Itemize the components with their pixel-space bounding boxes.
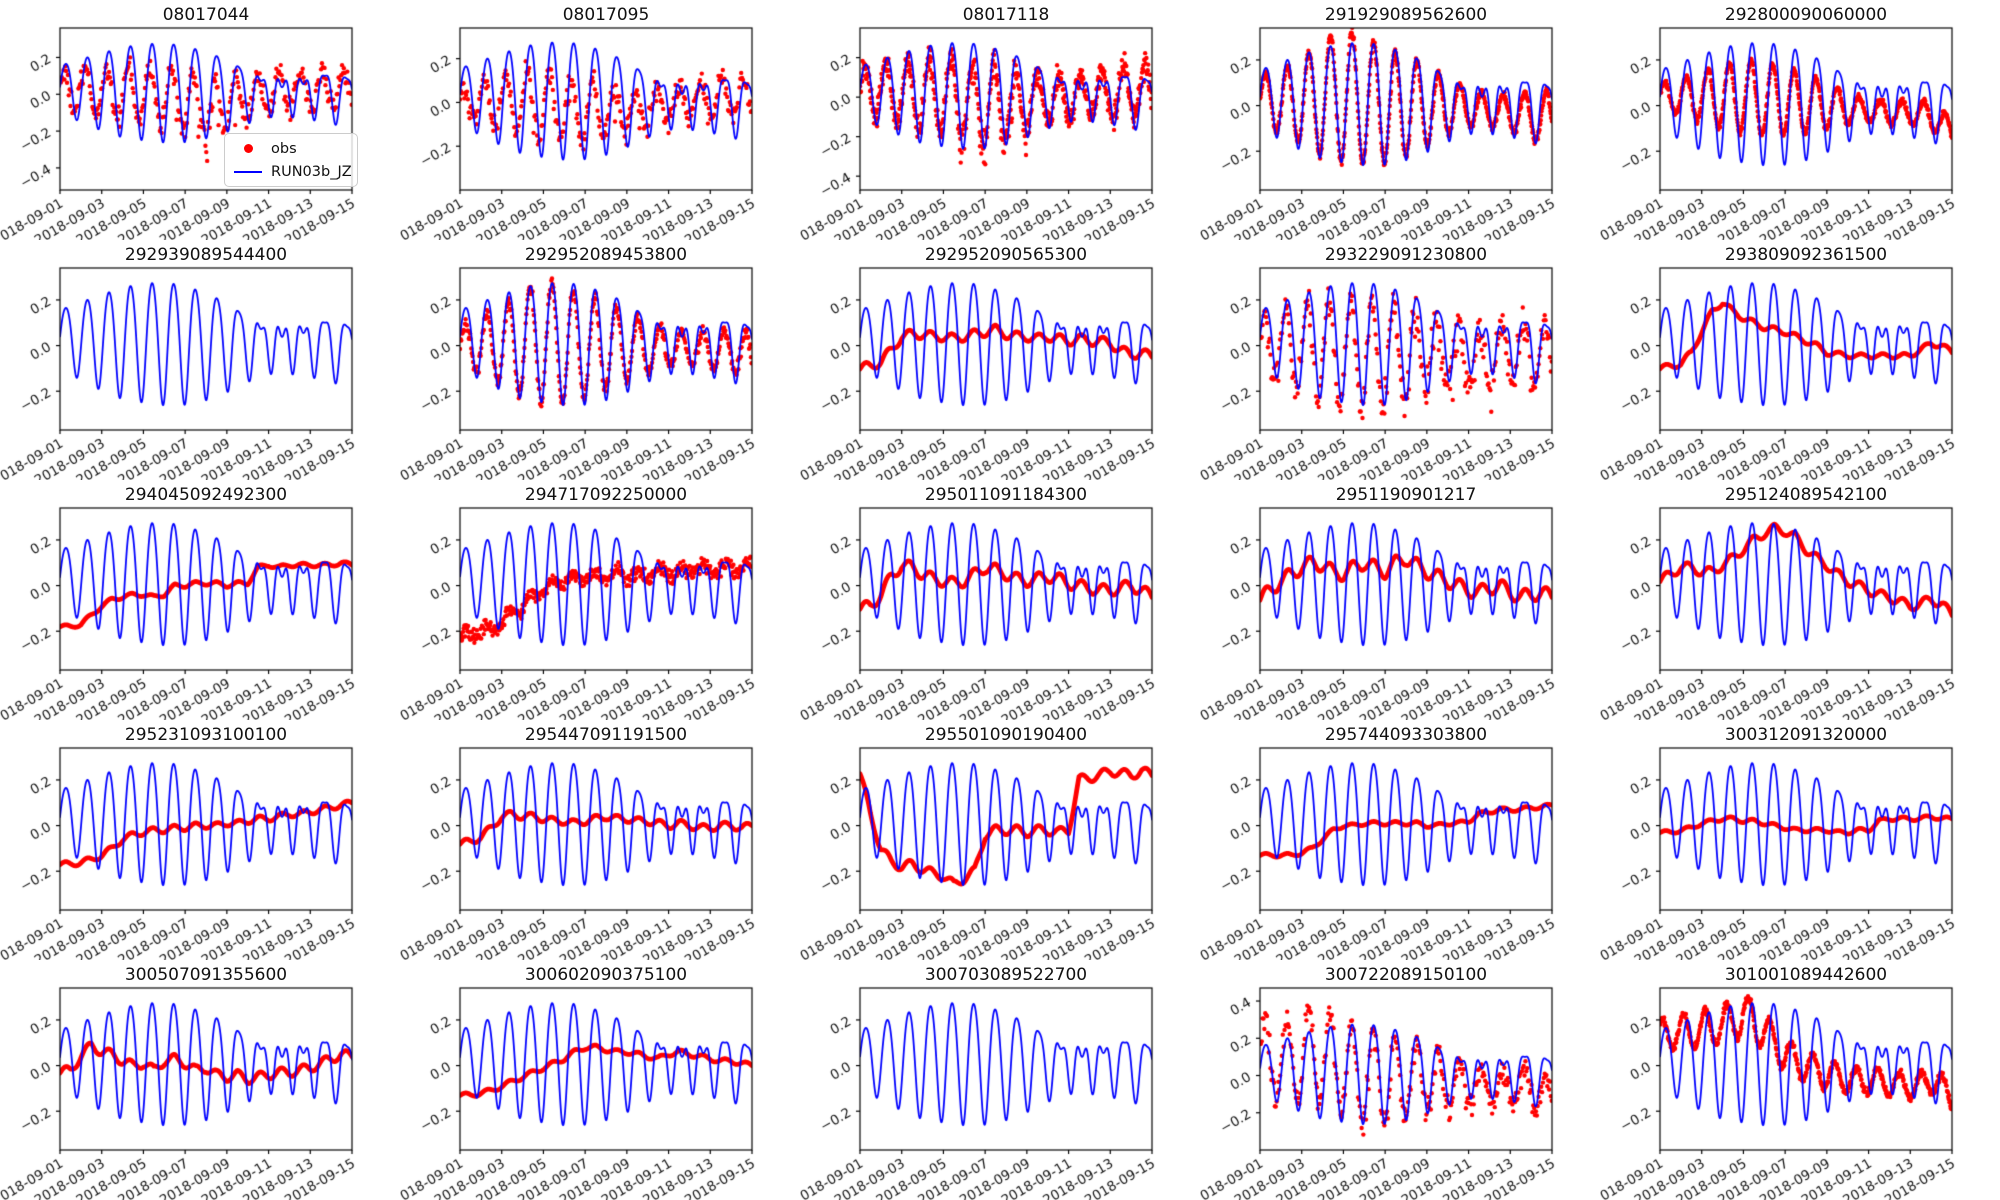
subplot-291929089562600: 291929089562600 <box>1200 0 1600 240</box>
subplot-canvas <box>0 960 400 1200</box>
subplot-canvas <box>800 480 1200 720</box>
subplot-canvas <box>0 0 400 240</box>
subplot-292952090565300: 292952090565300 <box>800 240 1200 480</box>
subplot-292939089544400: 292939089544400 <box>0 240 400 480</box>
subplot-canvas <box>0 240 400 480</box>
subplot-canvas <box>800 960 1200 1200</box>
subplot-canvas <box>400 240 800 480</box>
subplot-300312091320000: 300312091320000 <box>1600 720 2000 960</box>
subplot-canvas <box>1600 0 2000 240</box>
subplot-canvas <box>0 480 400 720</box>
model-line-icon <box>225 170 271 173</box>
subplot-canvas <box>1600 960 2000 1200</box>
subplot-canvas <box>1600 720 2000 960</box>
subplot-292800090060000: 292800090060000 <box>1600 0 2000 240</box>
subplot-canvas <box>1600 480 2000 720</box>
subplot-canvas <box>1200 480 1600 720</box>
subplot-295124089542100: 295124089542100 <box>1600 480 2000 720</box>
subplot-canvas <box>400 720 800 960</box>
subplot-292952089453800: 292952089453800 <box>400 240 800 480</box>
subplot-canvas <box>1200 240 1600 480</box>
subplot-300602090375100: 300602090375100 <box>400 960 800 1200</box>
subplot-295744093303800: 295744093303800 <box>1200 720 1600 960</box>
subplot-293229091230800: 293229091230800 <box>1200 240 1600 480</box>
legend-label-obs: obs <box>271 140 297 157</box>
subplot-canvas <box>800 720 1200 960</box>
subplot-300507091355600: 300507091355600 <box>0 960 400 1200</box>
subplot-canvas <box>0 720 400 960</box>
subplot-294717092250000: 294717092250000 <box>400 480 800 720</box>
subplot-canvas <box>400 960 800 1200</box>
subplot-canvas <box>800 0 1200 240</box>
obs-dot-icon <box>225 144 271 153</box>
subplot-293809092361500: 293809092361500 <box>1600 240 2000 480</box>
subplot-300703089522700: 300703089522700 <box>800 960 1200 1200</box>
subplot-canvas <box>400 0 800 240</box>
subplot-294045092492300: 294045092492300 <box>0 480 400 720</box>
subplot-295501090190400: 295501090190400 <box>800 720 1200 960</box>
legend: obs RUN03b_JZ <box>224 133 358 187</box>
subplot-canvas <box>1200 0 1600 240</box>
subplot-08017044: 08017044 <box>0 0 400 240</box>
subplot-canvas <box>1600 240 2000 480</box>
subplot-2951190901217: 2951190901217 <box>1200 480 1600 720</box>
subplot-295011091184300: 295011091184300 <box>800 480 1200 720</box>
subplot-canvas <box>1200 720 1600 960</box>
legend-row-obs: obs <box>225 137 357 160</box>
subplot-300722089150100: 300722089150100 <box>1200 960 1600 1200</box>
subplot-canvas <box>400 480 800 720</box>
subplot-canvas <box>1200 960 1600 1200</box>
legend-label-model: RUN03b_JZ <box>271 163 352 180</box>
legend-row-model: RUN03b_JZ <box>225 160 357 183</box>
subplot-08017118: 08017118 <box>800 0 1200 240</box>
subplot-canvas <box>800 240 1200 480</box>
subplot-301001089442600: 301001089442600 <box>1600 960 2000 1200</box>
subplot-295231093100100: 295231093100100 <box>0 720 400 960</box>
subplot-08017095: 08017095 <box>400 0 800 240</box>
subplot-295447091191500: 295447091191500 <box>400 720 800 960</box>
